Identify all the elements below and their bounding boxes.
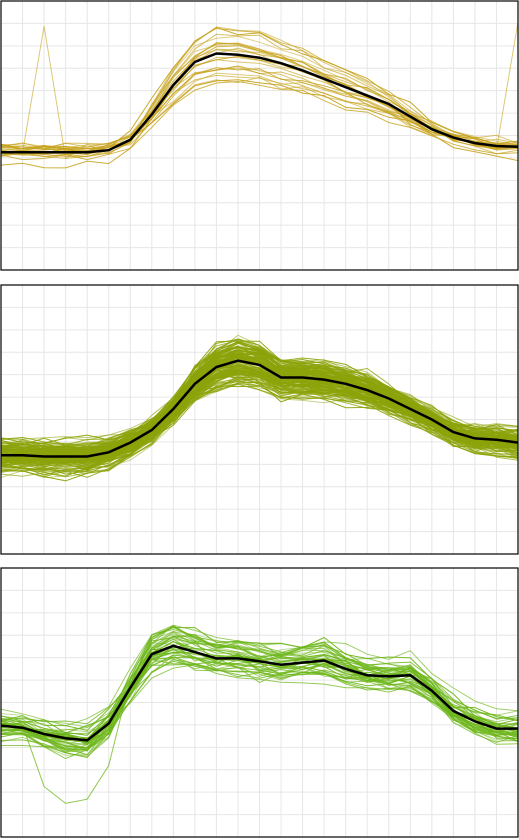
series-group (1, 624, 518, 804)
series-line (1, 372, 518, 466)
series-line (1, 362, 518, 448)
series-line (1, 338, 518, 461)
mean-line (1, 359, 518, 458)
series-line (1, 640, 518, 756)
series-group (1, 334, 518, 482)
series-line (1, 349, 518, 465)
series-line (1, 374, 518, 448)
series-line (1, 42, 518, 169)
panel-border (0, 284, 519, 555)
panel-3 (0, 567, 519, 838)
series-group (1, 21, 518, 169)
panel-border (0, 567, 519, 838)
series-line (1, 626, 518, 751)
mean-line (1, 644, 518, 742)
series-line (1, 80, 518, 161)
series-line (1, 370, 518, 462)
series-line (1, 365, 518, 479)
series-line (1, 624, 518, 727)
series-line (1, 628, 518, 753)
series-line (1, 347, 518, 466)
series-line (1, 42, 518, 158)
panel-border (0, 0, 519, 271)
series-line (1, 345, 518, 464)
series-line (1, 55, 518, 155)
panel-2 (0, 284, 519, 555)
mean-line (1, 52, 518, 154)
series-line (1, 385, 518, 457)
series-line (1, 372, 518, 464)
series-line (1, 663, 518, 744)
series-line (1, 635, 518, 757)
series-line (1, 357, 518, 473)
series-line (1, 49, 518, 150)
series-line (1, 651, 518, 728)
panel-1 (0, 0, 519, 271)
series-line (1, 347, 518, 468)
series-line (1, 627, 518, 736)
